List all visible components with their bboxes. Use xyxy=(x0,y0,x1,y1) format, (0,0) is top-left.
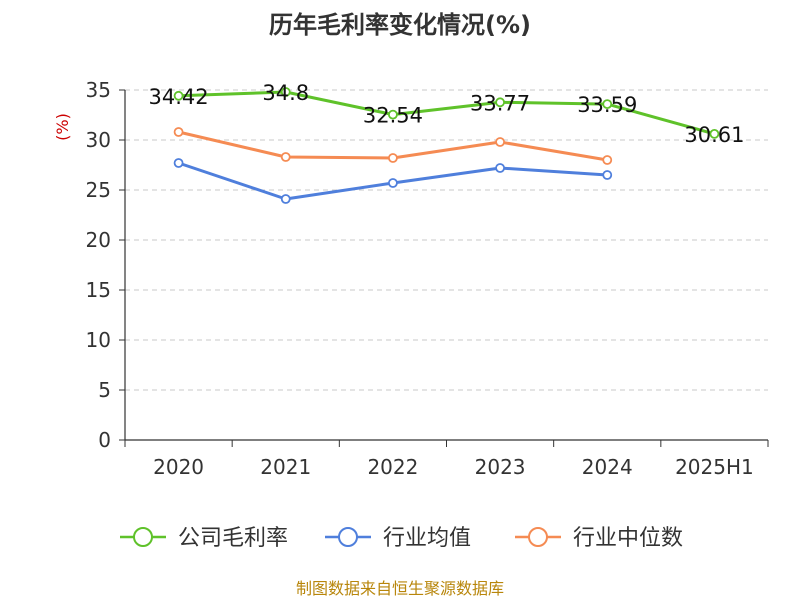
x-tick-label: 2020 xyxy=(153,455,204,479)
legend-marker xyxy=(528,527,548,547)
legend-marker xyxy=(338,527,358,547)
x-tick-label: 2021 xyxy=(260,455,311,479)
data-point xyxy=(388,178,398,188)
data-point xyxy=(388,109,398,120)
data-label: 32.54 xyxy=(363,104,423,128)
y-tick-label: 20 xyxy=(86,228,111,252)
legend-item-2: 行业均值 xyxy=(325,526,471,551)
legend-label: 行业均值 xyxy=(383,526,471,551)
y-tick-label: 35 xyxy=(86,78,111,102)
data-point xyxy=(280,194,291,204)
data-label: 33.59 xyxy=(577,93,637,117)
data-point xyxy=(173,90,184,101)
data-point xyxy=(709,128,720,139)
y-tick-label: 10 xyxy=(86,328,111,352)
x-tick-label: 2024 xyxy=(582,455,633,479)
data-label: 34.8 xyxy=(262,81,309,105)
legend-label: 公司毛利率 xyxy=(178,526,288,551)
data-point xyxy=(173,158,184,168)
data-label: 34.42 xyxy=(149,85,209,109)
series-1 xyxy=(173,87,720,139)
y-tick-label: 30 xyxy=(86,128,111,152)
data-label: 33.77 xyxy=(470,91,530,115)
legend-marker xyxy=(133,527,153,547)
x-tick-label: 2023 xyxy=(475,455,526,479)
series-lines xyxy=(173,87,720,204)
series-line xyxy=(178,90,715,136)
y-axis-label: (%) xyxy=(53,113,72,141)
y-tick-label: 25 xyxy=(86,178,111,202)
series-3 xyxy=(173,127,613,165)
legend-item-1: 公司毛利率 xyxy=(120,526,288,551)
data-point xyxy=(388,153,398,163)
axes: 0 5 10 15 20 25 30 35 2020 2021 2022 2023 2024 2025H1 xyxy=(86,78,769,479)
series-2 xyxy=(173,158,613,204)
data-label: 30.61 xyxy=(684,123,744,147)
data-point xyxy=(173,127,184,137)
grid-lines xyxy=(125,89,768,391)
x-tick-label: 2025H1 xyxy=(675,455,754,479)
data-point xyxy=(280,87,291,97)
x-tick-label: 2022 xyxy=(367,455,418,479)
data-point xyxy=(495,163,505,173)
legend-item-3: 行业中位数 xyxy=(515,526,683,551)
data-point xyxy=(495,137,505,147)
data-labels: 34.42 34.8 32.54 33.77 33.59 30.61 xyxy=(149,81,745,147)
data-point xyxy=(602,99,613,109)
data-point xyxy=(280,152,291,162)
y-tick-label: 5 xyxy=(98,378,111,402)
legend: 公司毛利率 行业均值 行业中位数 xyxy=(120,526,683,551)
y-tick-label: 15 xyxy=(86,278,111,302)
legend-label: 行业中位数 xyxy=(573,526,683,551)
data-point xyxy=(602,170,613,180)
y-tick-label: 0 xyxy=(98,428,111,452)
data-point xyxy=(602,155,613,165)
data-point xyxy=(495,97,505,108)
source-note: 制图数据来自恒生聚源数据库 xyxy=(296,579,504,598)
chart-title: 历年毛利率变化情况(%) xyxy=(269,11,531,39)
